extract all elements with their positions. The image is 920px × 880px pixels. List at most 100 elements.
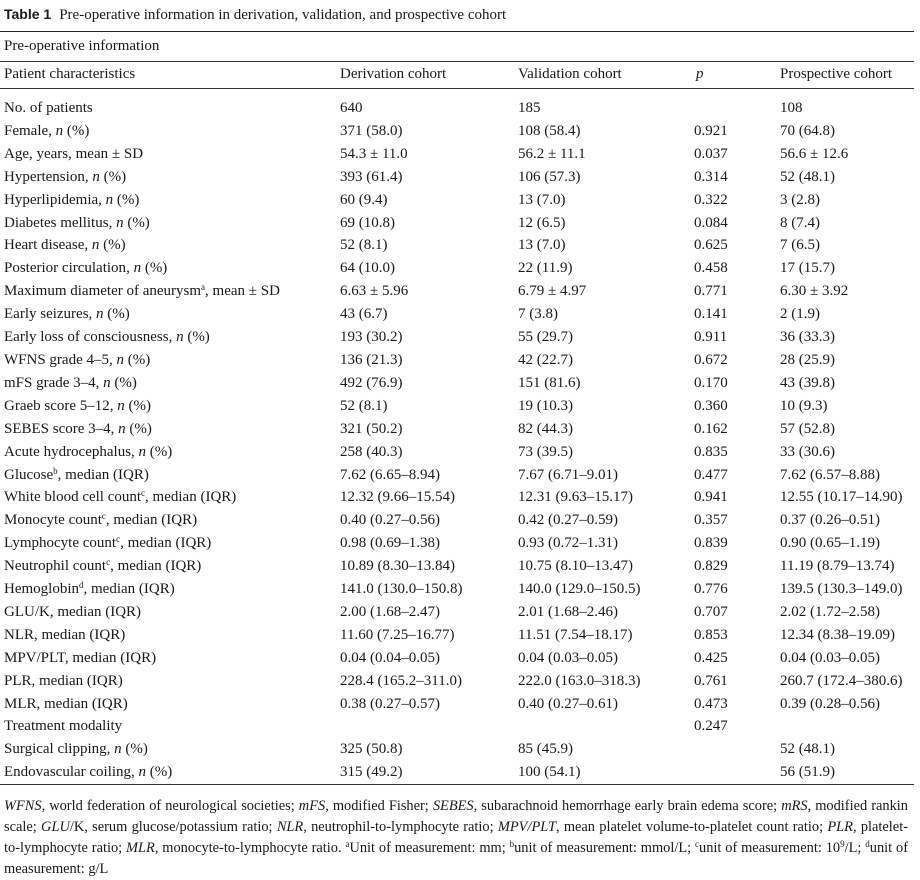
table-row: Monocyte countc, median (IQR) 0.40 (0.27–… (0, 509, 914, 532)
def-nlr: , neutrophil-to-lymphocyte ratio; (303, 819, 498, 835)
cell-p: 0.921 (694, 122, 728, 139)
cell-prospective: 0.04 (0.03–0.05) (780, 649, 880, 666)
table-row: MPV/PLT, median (IQR) 0.04 (0.04–0.05) 0.0… (0, 647, 914, 670)
cell-validation: 6.79 ± 4.97 (518, 283, 587, 300)
row-label: Hemoglobind, median (IQR) (4, 580, 175, 598)
row-label: Lymphocyte countc, median (IQR) (4, 534, 212, 552)
cell-validation: 0.93 (0.72–1.31) (518, 535, 618, 552)
col-header-characteristics: Patient characteristics (4, 66, 136, 82)
cell-p: 0.835 (694, 443, 728, 460)
cell-validation (514, 715, 690, 738)
table-row: Endovascular coiling, n (%) 315 (49.2) 100… (0, 761, 914, 785)
footnote-marker: a (201, 282, 206, 293)
cell-validation: 10.75 (8.10–13.47) (518, 558, 633, 575)
cell-derivation: 0.98 (0.69–1.38) (340, 535, 440, 552)
col-header-p: p (696, 66, 704, 82)
mark-a: a (345, 839, 350, 849)
cell-derivation: 141.0 (130.0–150.8) (340, 581, 463, 598)
unit-c-pre: unit of measurement: 10 (699, 840, 841, 856)
cell-derivation: 6.63 ± 5.96 (340, 283, 409, 300)
unit-c-exp: 9 (840, 839, 845, 849)
table-row: Heart disease, n (%) 52 (8.1) 13 (7.0) 0.62… (0, 234, 914, 257)
top-rule (0, 31, 914, 32)
table-row: Hemoglobind, median (IQR) 141.0 (130.0–15… (0, 578, 914, 601)
footnotes: WFNS, world federation of neurological s… (4, 796, 908, 880)
cell-p: 0.425 (694, 649, 728, 666)
table-row: Hypertension, n (%) 393 (61.4) 106 (57.3) 0… (0, 166, 914, 189)
def-wfns: , world federation of neurological socie… (41, 798, 299, 814)
row-label: Hypertension, n (%) (4, 168, 127, 185)
cell-validation: 11.51 (7.54–18.17) (518, 626, 633, 643)
row-label: NLR, median (IQR) (4, 626, 126, 643)
table-row: mFS grade 3–4, n (%) 492 (76.9) 151 (81.6)… (0, 372, 914, 395)
cell-prospective (776, 715, 914, 738)
cell-p (690, 97, 776, 120)
row-label: mFS grade 3–4, n (%) (4, 374, 137, 391)
cell-prospective: 52 (48.1) (780, 741, 835, 758)
cell-derivation: 60 (9.4) (340, 191, 388, 208)
italic-n: n (92, 168, 100, 185)
cell-derivation: 492 (76.9) (340, 374, 403, 391)
cell-derivation: 11.60 (7.25–16.77) (340, 626, 455, 643)
data-table: Patient characteristics Derivation cohor… (0, 63, 914, 785)
table-row: MLR, median (IQR) 0.38 (0.27–0.57) 0.40 (0… (0, 693, 914, 716)
row-label: Acute hydrocephalus, n (%) (4, 443, 173, 460)
cell-prospective: 260.7 (172.4–380.6) (780, 672, 903, 689)
cell-derivation: 0.38 (0.27–0.57) (340, 695, 440, 712)
cell-derivation: 258 (40.3) (340, 443, 403, 460)
cell-p: 0.776 (694, 581, 728, 598)
cell-derivation: 315 (49.2) (340, 764, 403, 781)
cell-validation: 140.0 (129.0–150.5) (518, 581, 641, 598)
abbr-mfs: mFS (298, 798, 326, 814)
cell-derivation: 52 (8.1) (340, 397, 388, 414)
unit-a: Unit of measurement: mm; (349, 840, 510, 856)
cell-validation: 12 (6.5) (518, 214, 566, 231)
table-label: Table 1 (4, 6, 52, 22)
cell-derivation: 325 (50.8) (340, 741, 403, 758)
cell-p: 0.322 (694, 191, 728, 208)
cell-derivation: 193 (30.2) (340, 329, 403, 346)
cell-validation: 7.67 (6.71–9.01) (518, 466, 618, 483)
section-rule (0, 61, 914, 62)
abbr-mrs: mRS (781, 798, 808, 814)
row-label: Treatment modality (4, 718, 123, 735)
cell-p: 0.829 (694, 558, 728, 575)
cell-validation: 2.01 (1.68–2.46) (518, 603, 618, 620)
abbr-wfns: WFNS (4, 798, 42, 814)
table-row: No. of patients 640 185 108 (0, 97, 914, 120)
italic-n: n (96, 306, 104, 323)
table-row: Treatment modality 0.247 (0, 715, 914, 738)
cell-validation: 19 (10.3) (518, 397, 573, 414)
cell-prospective: 139.5 (130.3–149.0) (780, 581, 903, 598)
cell-p: 0.707 (694, 603, 728, 620)
cell-p: 0.314 (694, 168, 728, 185)
cell-validation: 222.0 (163.0–318.3) (518, 672, 641, 689)
cell-validation: 85 (45.9) (518, 741, 573, 758)
cell-derivation: 10.89 (8.30–13.84) (340, 558, 455, 575)
row-label: GLU/K, median (IQR) (4, 603, 142, 620)
table-row: Hyperlipidemia, n (%) 60 (9.4) 13 (7.0) 0.3… (0, 189, 914, 212)
spacer-row (0, 89, 914, 98)
abbr-plr: PLR (827, 819, 853, 835)
table-row: White blood cell countc, median (IQR) 12.… (0, 486, 914, 509)
cell-p (690, 738, 776, 761)
footnote-marker: c (116, 534, 121, 545)
cell-derivation: 393 (61.4) (340, 168, 403, 185)
def-gluk: , serum glucose/potassium ratio; (84, 819, 277, 835)
cell-validation: 55 (29.7) (518, 329, 573, 346)
cell-derivation: 228.4 (165.2–311.0) (340, 672, 462, 689)
cell-prospective: 17 (15.7) (780, 260, 835, 277)
cell-p: 0.458 (694, 260, 728, 277)
mark-b: b (509, 839, 515, 849)
cell-p: 0.911 (694, 329, 728, 346)
italic-n: n (117, 397, 125, 414)
cell-prospective: 0.37 (0.26–0.51) (780, 512, 880, 529)
cell-prospective: 52 (48.1) (780, 168, 835, 185)
cell-p: 0.477 (694, 466, 728, 483)
table-row: Surgical clipping, n (%) 325 (50.8) 85 (45… (0, 738, 914, 761)
cell-derivation: 321 (50.2) (340, 420, 403, 437)
cell-p: 0.141 (694, 306, 728, 323)
cell-prospective: 12.55 (10.17–14.90) (780, 489, 903, 506)
row-label: No. of patients (4, 100, 93, 116)
def-sebes: , subarachnoid hemorrhage early brain ed… (473, 798, 782, 814)
